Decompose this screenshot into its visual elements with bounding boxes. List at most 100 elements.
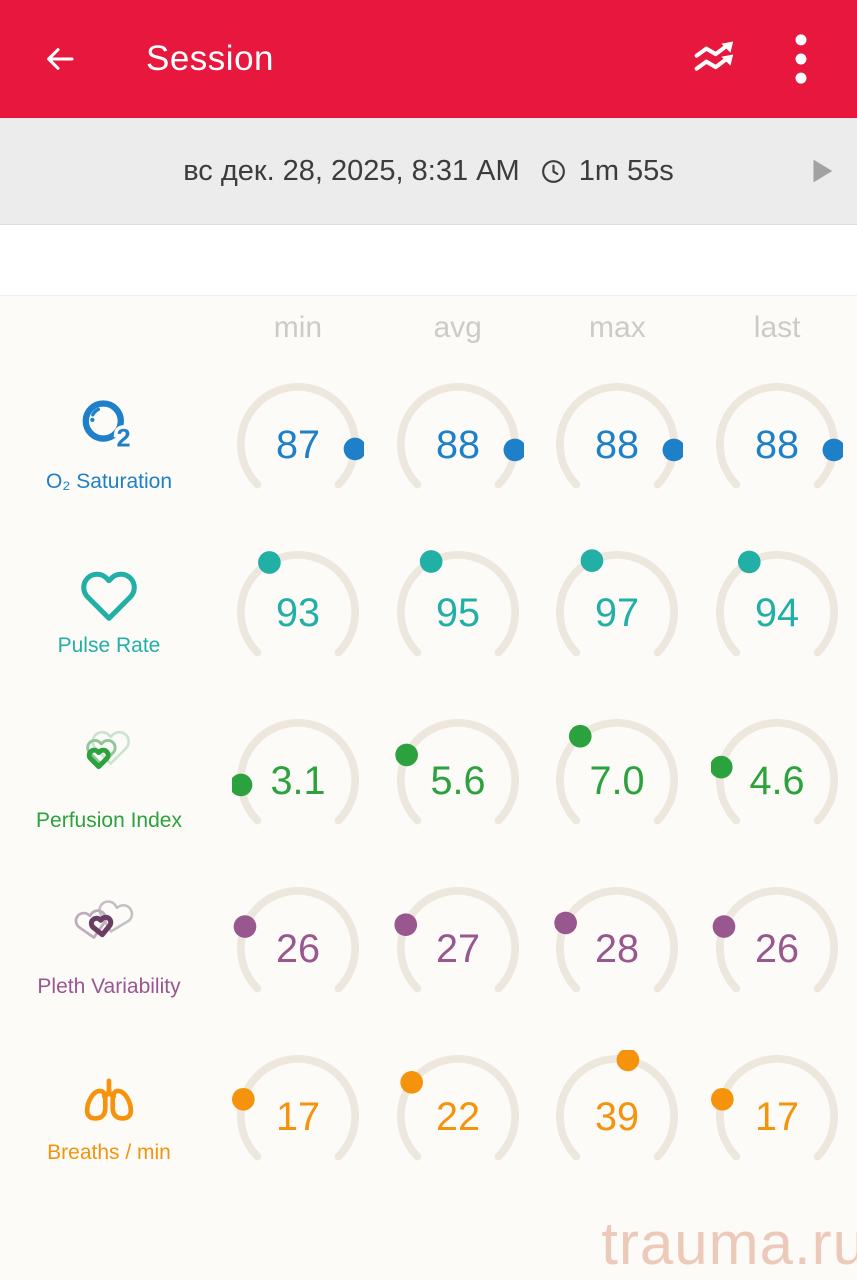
metrics-grid: min avg max last 2 O₂ Saturation 87 88 88 88 Pulse… xyxy=(0,296,857,1200)
gauge-arc: 39 xyxy=(556,1050,679,1161)
gauge-dot xyxy=(711,755,733,779)
gauge-dot xyxy=(231,1087,255,1111)
gauge-value: 88 xyxy=(595,423,639,467)
gauge-perfusion-avg: 5.6 xyxy=(378,696,538,864)
column-header-avg: avg xyxy=(433,311,482,344)
page-title: Session xyxy=(146,39,275,78)
gauge-arc: 87 xyxy=(236,383,364,489)
gauge-dot xyxy=(822,438,844,462)
gauge-dot xyxy=(616,1050,640,1072)
gauge-pulse-avg: 95 xyxy=(378,528,538,696)
gauge-arc: 97 xyxy=(556,549,679,657)
gauge-dot xyxy=(394,743,418,767)
svg-text:2: 2 xyxy=(117,424,131,452)
gauge-value: 94 xyxy=(755,591,799,635)
gauge-value: 26 xyxy=(276,927,320,971)
gauge-value: 28 xyxy=(595,927,639,971)
gauge-o2-last: 88 xyxy=(697,360,857,528)
gauge-perfusion-max: 7.0 xyxy=(538,696,698,864)
session-info-bar: вс дек. 28, 2025, 8:31 AM 1m 55s xyxy=(0,118,857,225)
gauge-dot xyxy=(711,1087,734,1111)
gauge-value: 22 xyxy=(436,1095,480,1139)
gauge-value: 5.6 xyxy=(430,759,485,803)
gauge-dot xyxy=(662,438,684,462)
heart-outline-icon xyxy=(81,571,137,621)
play-button[interactable] xyxy=(799,149,843,193)
gauge-arc: 3.1 xyxy=(231,719,359,825)
gauge-dot xyxy=(257,551,281,574)
clock-icon xyxy=(540,158,567,185)
gauge-pulse-last: 94 xyxy=(697,528,857,696)
gauge-pleth-avg: 27 xyxy=(378,864,538,1032)
gauge-value: 93 xyxy=(276,591,320,635)
gauge-dot xyxy=(569,724,592,748)
play-icon xyxy=(813,159,833,183)
kebab-menu-icon xyxy=(795,34,807,84)
metric-label-text: Perfusion Index xyxy=(36,809,182,833)
gauge-o2-avg: 88 xyxy=(378,360,538,528)
gauge-arc: 17 xyxy=(231,1055,359,1161)
metrics-panel: min avg max last 2 O₂ Saturation 87 88 88 88 Pulse… xyxy=(0,295,857,1280)
gauge-arc: 88 xyxy=(396,383,524,489)
content-gap xyxy=(0,225,857,295)
metric-label-perfusion: Perfusion Index xyxy=(0,696,218,864)
gauge-pulse-max: 97 xyxy=(538,528,698,696)
gauge-pleth-min: 26 xyxy=(218,864,378,1032)
gauge-value: 4.6 xyxy=(750,759,805,803)
gauge-breaths-min: 17 xyxy=(218,1032,378,1200)
column-header-last: last xyxy=(753,311,801,344)
gauge-dot xyxy=(419,550,443,573)
gauge-value: 95 xyxy=(436,591,480,635)
gauge-perfusion-last: 4.6 xyxy=(697,696,857,864)
metric-label-o2: 2 O₂ Saturation xyxy=(0,360,218,528)
trend-chart-icon xyxy=(694,41,734,71)
back-button[interactable] xyxy=(36,35,84,83)
gauge-value: 26 xyxy=(755,927,799,971)
trend-chart-button[interactable] xyxy=(691,31,747,87)
gauge-arc: 88 xyxy=(716,383,844,489)
gauge-value: 39 xyxy=(595,1095,639,1139)
gauge-arc: 88 xyxy=(556,383,684,489)
gauge-value: 97 xyxy=(595,591,639,635)
gauge-value: 88 xyxy=(436,423,480,467)
gauge-value: 87 xyxy=(276,423,320,467)
metric-label-text: Pleth Variability xyxy=(37,975,181,998)
gauge-value: 27 xyxy=(436,927,480,971)
gauge-o2-max: 88 xyxy=(538,360,698,528)
gauge-arc: 94 xyxy=(716,550,839,657)
gauge-arc: 4.6 xyxy=(711,719,839,825)
grid-corner xyxy=(0,296,218,360)
gauge-arc: 26 xyxy=(712,887,839,993)
gauge-value: 3.1 xyxy=(270,759,325,803)
session-date: вс дек. 28, 2025, 8:31 AM xyxy=(183,154,520,187)
gauge-dot xyxy=(394,913,417,937)
gauge-value: 17 xyxy=(755,1095,799,1139)
lungs-icon xyxy=(84,1077,134,1121)
gauge-value: 17 xyxy=(276,1095,320,1139)
column-header-min: min xyxy=(273,311,323,344)
gauge-arc: 22 xyxy=(396,1055,519,1161)
gauge-value: 7.0 xyxy=(590,759,645,803)
gauge-breaths-max: 39 xyxy=(538,1032,698,1200)
column-header-max: max xyxy=(589,311,646,344)
gauge-arc: 26 xyxy=(233,887,359,993)
gauge-dot xyxy=(503,438,524,462)
arrow-left-icon xyxy=(47,48,74,70)
o2-bubble-icon: 2 xyxy=(82,399,134,455)
app-header: Session xyxy=(0,0,857,118)
gauge-arc: 5.6 xyxy=(394,719,519,825)
nested-hearts-icon xyxy=(86,730,131,770)
gauge-arc: 28 xyxy=(554,887,679,993)
gauge-dot xyxy=(231,773,253,797)
gauge-dot xyxy=(399,1071,423,1094)
gauge-pulse-min: 93 xyxy=(218,528,378,696)
gauge-arc: 95 xyxy=(396,550,519,657)
metric-label-pulse: Pulse Rate xyxy=(0,528,218,696)
gauge-breaths-avg: 22 xyxy=(378,1032,538,1200)
menu-button[interactable] xyxy=(781,31,821,87)
gauge-breaths-last: 17 xyxy=(697,1032,857,1200)
gauge-dot xyxy=(738,550,761,574)
gauge-arc: 93 xyxy=(236,551,359,657)
gauge-dot xyxy=(233,915,257,938)
